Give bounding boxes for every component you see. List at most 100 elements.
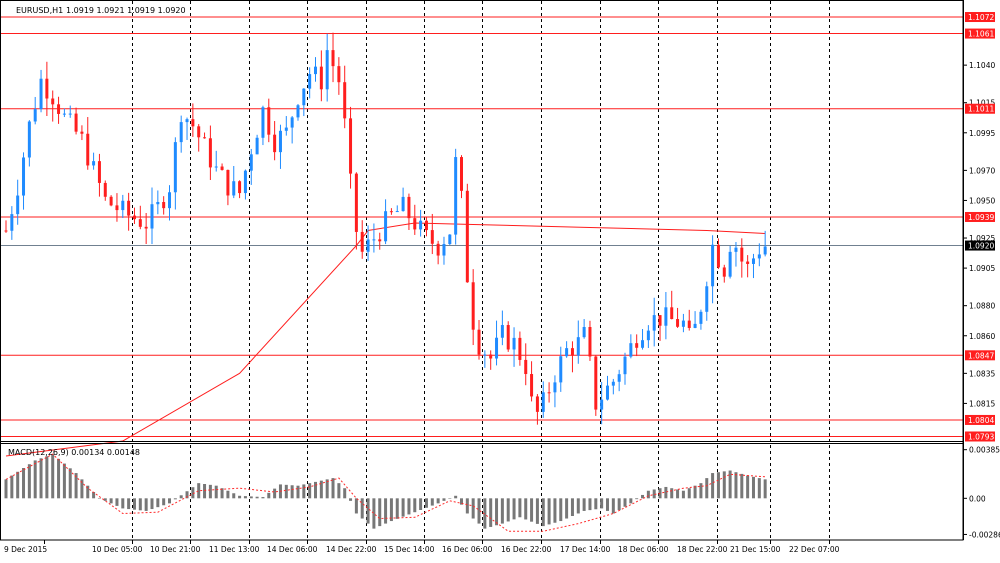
macd-bar bbox=[249, 496, 253, 499]
level-label: 1.1072 bbox=[968, 13, 994, 22]
candle-body bbox=[489, 354, 493, 359]
macd-bar bbox=[319, 480, 323, 499]
macd-bar bbox=[676, 489, 680, 499]
macd-bar bbox=[617, 498, 621, 511]
macd-bar bbox=[471, 498, 475, 519]
price-tick-label: 1.0995 bbox=[969, 129, 995, 138]
macd-bar bbox=[465, 498, 469, 514]
macd-bar bbox=[611, 498, 615, 514]
macd-tick-label: 0.00 bbox=[969, 494, 986, 503]
macd-bar bbox=[156, 498, 160, 508]
macd-bar bbox=[570, 498, 574, 516]
macd-bar bbox=[495, 498, 499, 526]
macd-bar bbox=[296, 485, 300, 499]
current-price-label: 1.0920 bbox=[968, 242, 994, 251]
candle-body bbox=[302, 88, 306, 106]
macd-bar bbox=[757, 478, 761, 499]
macd-bar bbox=[448, 498, 452, 499]
candle-body bbox=[705, 286, 709, 312]
candle-body bbox=[541, 392, 545, 412]
candle-body bbox=[39, 78, 43, 110]
candle-body bbox=[512, 337, 516, 350]
candle-body bbox=[156, 202, 160, 205]
time-tick-label: 11 Dec 13:00 bbox=[209, 545, 260, 554]
candle-body bbox=[670, 307, 674, 320]
candle-body bbox=[4, 230, 8, 232]
macd-bar bbox=[535, 498, 539, 524]
candle-body bbox=[652, 315, 656, 331]
candle-body bbox=[757, 254, 761, 259]
macd-bar bbox=[635, 498, 639, 500]
macd-bar bbox=[331, 478, 335, 499]
candle-body bbox=[734, 247, 738, 252]
macd-bar bbox=[80, 479, 84, 499]
candle-body bbox=[740, 247, 744, 262]
macd-bar bbox=[763, 479, 767, 499]
macd-bar bbox=[384, 498, 388, 524]
candle-body bbox=[232, 181, 236, 196]
macd-bar bbox=[646, 490, 650, 499]
level-label-box bbox=[965, 28, 995, 39]
candle-body bbox=[138, 219, 142, 227]
macd-bar bbox=[506, 498, 510, 522]
time-tick-label: 17 Dec 14:00 bbox=[560, 545, 611, 554]
macd-bar bbox=[267, 492, 271, 499]
macd-bar bbox=[641, 494, 645, 499]
candle-body bbox=[594, 356, 598, 410]
candle-body bbox=[354, 173, 358, 232]
candle-body bbox=[413, 218, 417, 230]
candle-body bbox=[191, 119, 195, 127]
macd-bar bbox=[203, 484, 207, 499]
candle-body bbox=[576, 337, 580, 356]
candle-body bbox=[132, 215, 136, 220]
moving-average-line bbox=[5, 222, 766, 457]
macd-bar bbox=[740, 473, 744, 499]
candle-body bbox=[121, 200, 125, 211]
candle-body bbox=[436, 243, 440, 256]
time-tick-label: 10 Dec 05:00 bbox=[92, 545, 143, 554]
candle-body bbox=[530, 374, 534, 397]
level-label-box bbox=[965, 103, 995, 114]
candle-body bbox=[51, 98, 55, 105]
candle-body bbox=[524, 359, 528, 375]
macd-bar bbox=[132, 498, 136, 510]
candle-body bbox=[349, 118, 353, 174]
macd-bar bbox=[477, 498, 481, 524]
macd-bar bbox=[103, 498, 107, 501]
macd-bar bbox=[325, 479, 329, 499]
candle-body bbox=[33, 109, 37, 122]
macd-bar bbox=[68, 468, 72, 499]
level-label: 1.1061 bbox=[968, 30, 994, 39]
macd-bar bbox=[699, 483, 703, 499]
candle-body bbox=[185, 119, 189, 123]
macd-bar bbox=[605, 498, 609, 511]
time-tick-label: 10 Dec 21:00 bbox=[150, 545, 201, 554]
candle-body bbox=[127, 200, 131, 216]
candlesticks bbox=[4, 32, 767, 425]
macd-bar bbox=[500, 498, 504, 524]
macd-bar bbox=[576, 498, 580, 514]
candle-body bbox=[547, 392, 551, 394]
candle-body bbox=[319, 66, 323, 90]
candle-body bbox=[535, 396, 539, 412]
candle-body bbox=[611, 381, 615, 386]
candle-body bbox=[471, 282, 475, 330]
candle-body bbox=[173, 142, 177, 193]
candle-body bbox=[711, 244, 715, 287]
macd-tick-label: 0.00385 bbox=[969, 446, 1000, 455]
candle-body bbox=[290, 117, 294, 128]
candle-body bbox=[693, 323, 697, 328]
level-label-box bbox=[965, 414, 995, 425]
macd-bar bbox=[226, 490, 230, 499]
price-tick-label: 1.0925 bbox=[969, 234, 995, 243]
candle-body bbox=[22, 157, 26, 196]
time-tick-label: 9 Dec 2015 bbox=[4, 545, 47, 554]
candle-body bbox=[728, 251, 732, 277]
candle-body bbox=[109, 196, 113, 206]
candle-body bbox=[27, 121, 31, 158]
candle-body bbox=[308, 74, 312, 89]
macd-bar bbox=[208, 484, 212, 499]
macd-bar bbox=[214, 485, 218, 499]
